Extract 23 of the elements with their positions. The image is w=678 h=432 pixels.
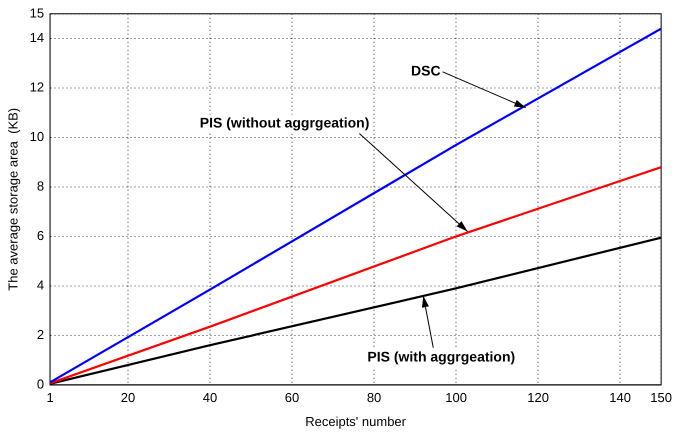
annotation: PIS (with aggrgeation)	[367, 348, 516, 365]
x-tick-label: 20	[120, 390, 136, 406]
x-axis-title: Receipts' number	[305, 414, 407, 429]
y-tick-label: 6	[36, 228, 44, 243]
annotation: DSC	[411, 62, 441, 79]
y-tick-label: 14	[30, 30, 44, 46]
y-tick-label: 2	[36, 326, 44, 342]
x-tick-label: 80	[366, 390, 382, 406]
y-axis-title: The average storage area (KB)	[5, 108, 20, 291]
x-tick-label: 150	[650, 390, 672, 406]
annotation: PIS (without aggrgeation)	[200, 114, 370, 130]
y-tick-label: 15	[30, 5, 44, 20]
y-tick-label: 4	[36, 277, 44, 292]
x-tick-label: 1	[46, 390, 54, 406]
y-tick-label: 12	[30, 80, 44, 95]
x-tick-label: 120	[527, 390, 549, 406]
x-tick-label: 60	[284, 390, 300, 406]
x-tick-label: 100	[445, 390, 467, 406]
x-tick-label: 40	[202, 390, 218, 406]
y-tick-label: 8	[36, 178, 44, 194]
y-tick-label: 0	[36, 376, 44, 392]
x-tick-label: 140	[609, 390, 631, 406]
y-tick-label: 10	[30, 129, 44, 144]
